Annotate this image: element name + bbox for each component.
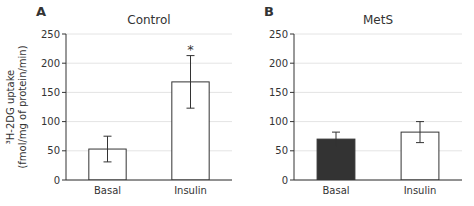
error-line	[190, 56, 191, 109]
tick-mark	[290, 92, 294, 93]
tick-label: 0	[54, 175, 60, 186]
tick-label: 250	[269, 29, 288, 40]
y-axis-label-line: (fmol/mg of protein/min)	[17, 45, 28, 168]
y-axis	[294, 34, 295, 180]
tick-mark	[290, 180, 294, 181]
grid-line	[294, 180, 462, 181]
tick-mark	[290, 121, 294, 122]
error-cap	[416, 121, 424, 122]
panel-label: B	[264, 4, 274, 19]
tick-label: 250	[41, 29, 60, 40]
error-cap	[187, 108, 195, 109]
title: Control	[127, 13, 170, 27]
error-bar	[104, 136, 112, 162]
y-axis	[66, 34, 67, 180]
error-bar	[416, 122, 424, 143]
panel-label: A	[36, 4, 46, 19]
tick-label: 100	[269, 116, 288, 127]
title: MetS	[363, 13, 393, 27]
category-label: Basal	[322, 185, 349, 196]
category-label: Insulin	[404, 185, 437, 196]
x-axis	[294, 180, 462, 181]
category-label: Basal	[94, 185, 121, 196]
tick-label: 200	[269, 58, 288, 69]
tick-label: 200	[41, 58, 60, 69]
error-line	[420, 122, 421, 143]
tick-label: 150	[41, 87, 60, 98]
grid-line	[294, 34, 462, 35]
tick-mark	[290, 34, 294, 35]
marks	[317, 122, 439, 180]
tick-mark	[62, 121, 66, 122]
tick-label: 50	[275, 145, 288, 156]
tick-mark	[62, 150, 66, 151]
error-cap	[416, 142, 424, 143]
grid-line	[294, 92, 462, 93]
tick-label: 50	[47, 145, 60, 156]
tick-mark	[62, 34, 66, 35]
tick-mark	[62, 180, 66, 181]
tick-mark	[290, 63, 294, 64]
tick-mark	[62, 63, 66, 64]
error-cap	[104, 161, 112, 162]
error-line	[107, 136, 108, 162]
error-cap	[332, 146, 340, 147]
panel: 0 50 100 150 200 250 Basal Insulin MetS B	[264, 4, 462, 196]
marks	[89, 56, 209, 180]
panel: 0 50 100 150 200 250 Basal Insulin Control A * ³H-2…	[5, 4, 232, 196]
x-axis	[66, 180, 232, 181]
error-bar	[187, 56, 195, 109]
chart: 0 50 100 150 200 250 Basal Insulin Control A * ³H-2…	[0, 0, 474, 206]
tick-mark	[62, 92, 66, 93]
error-bar	[332, 132, 340, 146]
grid-line	[66, 180, 232, 181]
category-label: Insulin	[174, 185, 207, 196]
tick-label: 100	[41, 116, 60, 127]
error-line	[336, 132, 337, 146]
grid-line	[294, 63, 462, 64]
grid-line	[294, 121, 462, 122]
significance: *	[187, 42, 194, 57]
y-axis-label: ³H-2DG uptake(fmol/mg of protein/min)	[5, 45, 28, 168]
error-cap	[332, 132, 340, 133]
y-axis-label-line: ³H-2DG uptake	[5, 70, 16, 144]
tick-label: 150	[269, 87, 288, 98]
error-cap	[104, 136, 112, 137]
grid-line	[66, 63, 232, 64]
tick-label: 0	[282, 175, 288, 186]
tick-mark	[290, 150, 294, 151]
grid-line	[66, 34, 232, 35]
